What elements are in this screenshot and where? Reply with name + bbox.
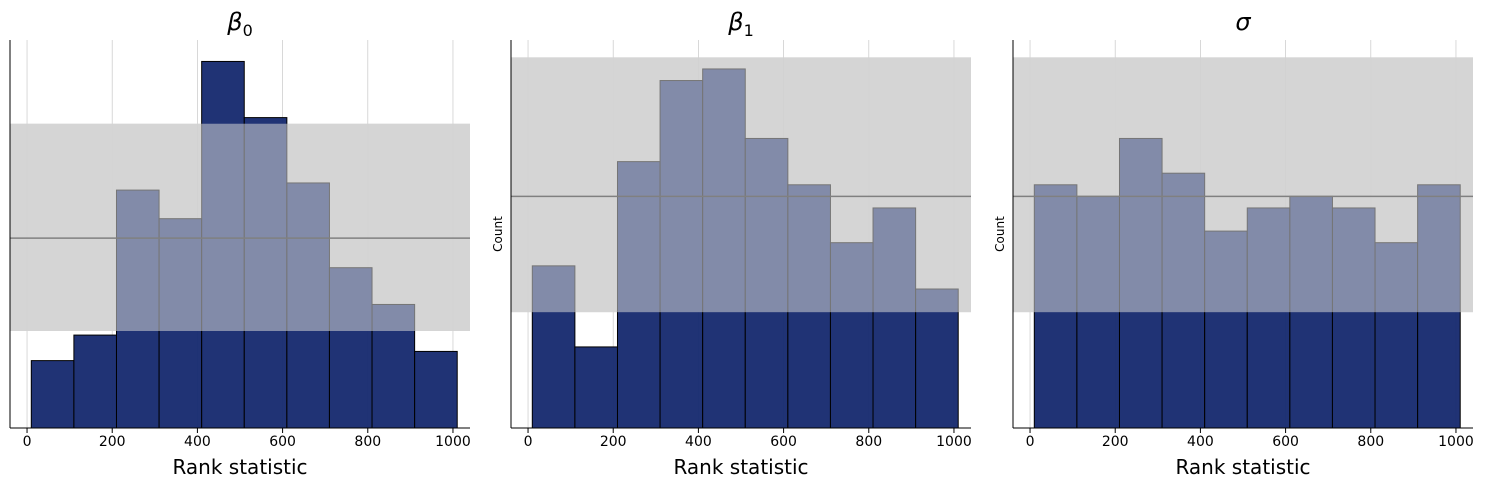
chart-title-subscript: 0 [243, 21, 253, 40]
chart-title-subscript: 1 [744, 21, 754, 40]
x-tick-label: 600 [770, 434, 797, 450]
x-tick-label: 200 [600, 434, 627, 450]
chart-panel-3: 0 200 400 600 800 1000 Rank statistic Count σ [993, 8, 1474, 479]
histogram-bar [574, 346, 618, 429]
x-tick-label: 400 [1187, 434, 1214, 450]
x-tick-label: 0 [524, 434, 533, 450]
x-tick-label: 200 [1102, 434, 1129, 450]
x-tick-label: 1000 [435, 434, 471, 450]
histogram-bar [30, 360, 75, 429]
y-axis-label: Count [993, 216, 1007, 252]
x-tick-label: 0 [23, 434, 32, 450]
uniform-band [1013, 57, 1473, 313]
x-tick-label: 800 [855, 434, 882, 450]
x-tick-label: 600 [269, 434, 296, 450]
x-tick-label: 800 [1357, 434, 1384, 450]
x-tick-label: 400 [685, 434, 712, 450]
chart-title: σ [1235, 8, 1251, 36]
x-tick-label: 800 [354, 434, 381, 450]
chart-title-symbol: σ [1235, 8, 1251, 36]
y-axis-label: Count [491, 216, 505, 252]
chart-title: β1 [727, 8, 754, 40]
histogram-bar [414, 350, 458, 429]
x-axis-label: Rank statistic [1175, 455, 1310, 479]
x-axis-label: Rank statistic [172, 455, 307, 479]
x-tick-label: 1000 [936, 434, 972, 450]
x-tick-label: 600 [1272, 434, 1299, 450]
chart-title-symbol: β [226, 8, 242, 36]
chart-panel-2: 0 200 400 600 800 1000 Rank statistic Count β1 [491, 8, 972, 479]
x-tick-label: 1000 [1438, 434, 1474, 450]
x-tick-label: 200 [99, 434, 126, 450]
x-tick-label: 400 [184, 434, 211, 450]
histogram-bar [73, 334, 117, 429]
chart-title-symbol: β [727, 8, 743, 36]
x-tick-label: 0 [1026, 434, 1035, 450]
uniform-band [10, 123, 470, 331]
uniform-band [511, 57, 971, 313]
x-axis-label: Rank statistic [673, 455, 808, 479]
chart-title: β0 [226, 8, 253, 40]
